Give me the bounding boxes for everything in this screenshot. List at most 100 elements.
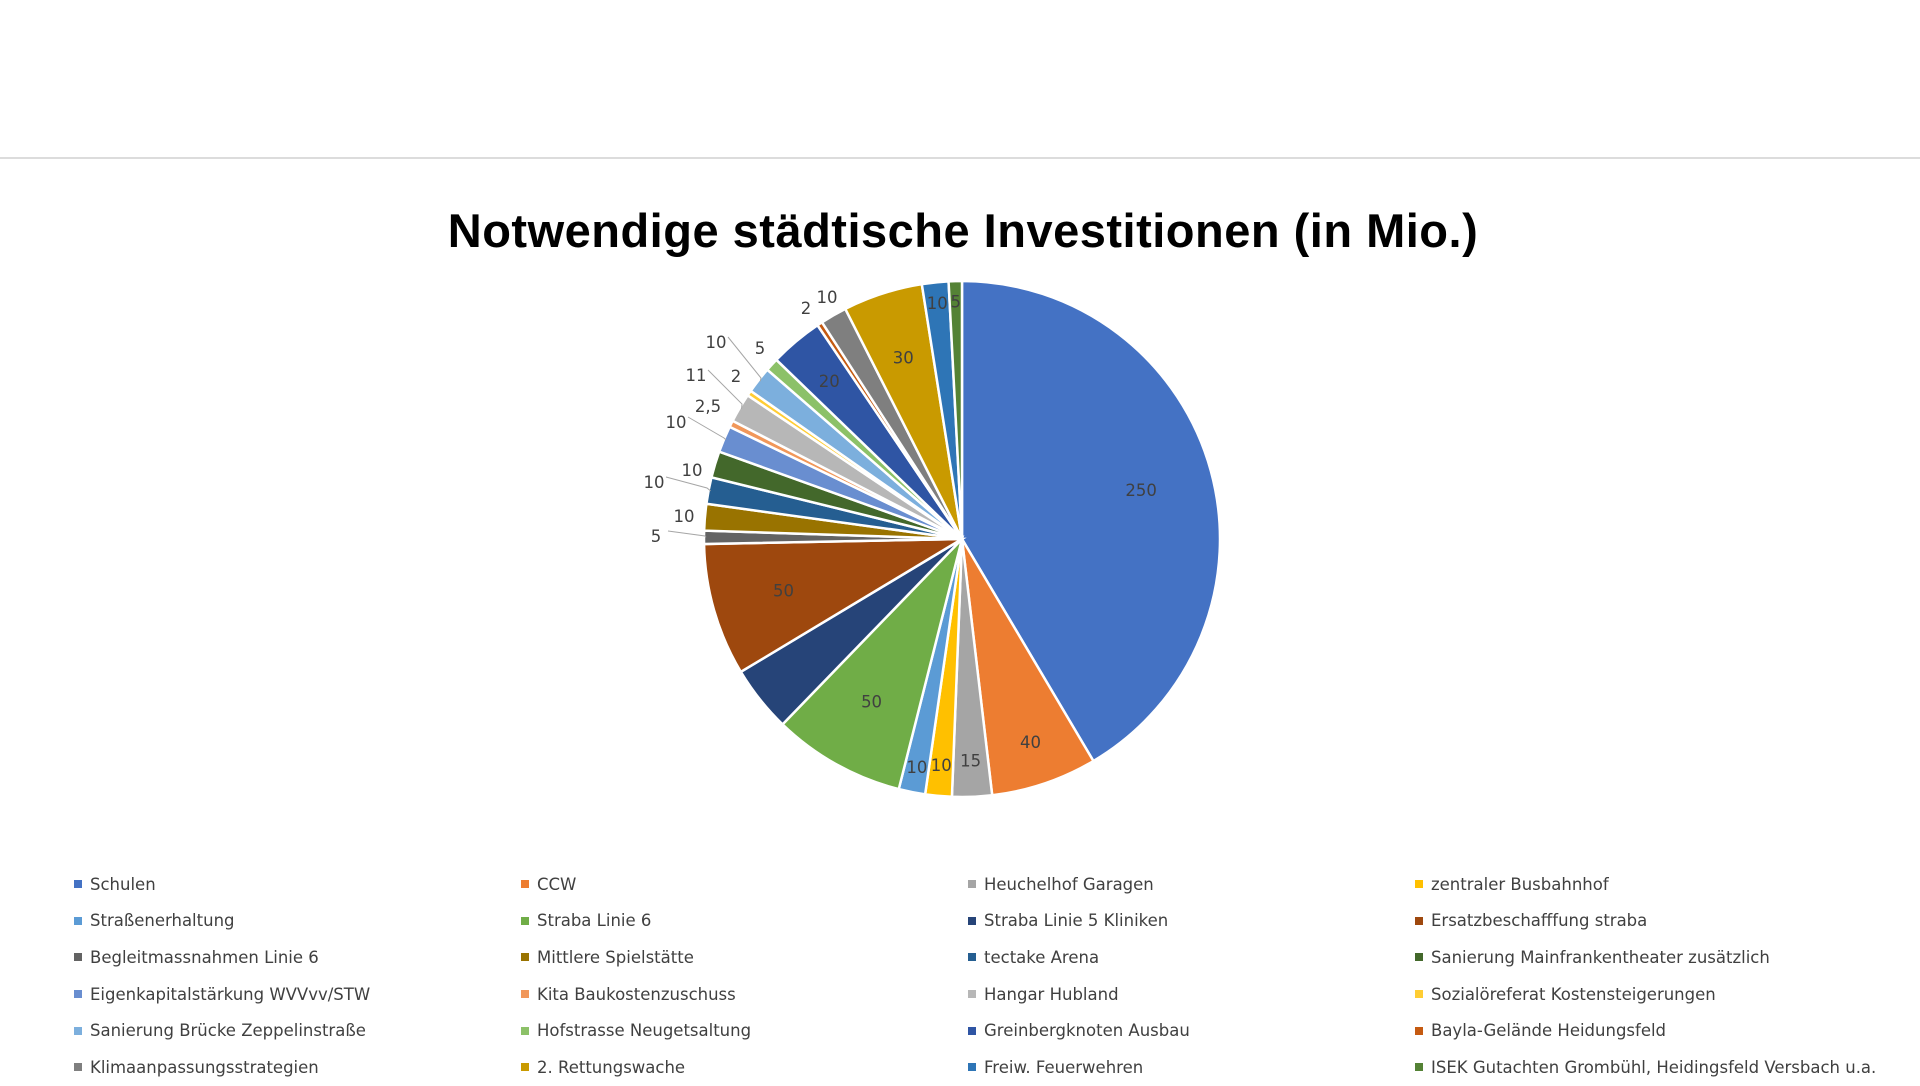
header-divider — [0, 157, 1920, 159]
slice-value-label: 11 — [686, 366, 707, 385]
slice-value-label: 5 — [755, 339, 766, 358]
slice-value-label: 10 — [927, 294, 948, 313]
slice-value-label: 20 — [819, 372, 840, 391]
legend-swatch — [521, 880, 529, 889]
legend-item: 2. Rettungswache — [521, 1049, 968, 1086]
slice-value-label: 40 — [1020, 733, 1041, 752]
legend-label: 2. Rettungswache — [537, 1057, 686, 1077]
slice-value-label: 10 — [931, 756, 952, 775]
legend-label: Schulen — [90, 874, 156, 894]
legend-item: Straba Linie 6 — [521, 903, 968, 940]
legend-item: Sozialöreferat Kostensteigerungen — [1415, 976, 1894, 1013]
legend-item: ISEK Gutachten Grombühl, Heidingsfeld Ve… — [1415, 1049, 1894, 1086]
legend-label: Mittlere Spielstätte — [537, 947, 694, 967]
legend-swatch — [968, 953, 976, 962]
legend-label: Heuchelhof Garagen — [984, 874, 1154, 894]
slice-value-label: 50 — [861, 692, 882, 711]
slice-value-label: 5 — [651, 527, 662, 546]
slice-value-label: 10 — [817, 288, 838, 307]
header-band — [0, 0, 1920, 158]
legend-item: Mittlere Spielstätte — [521, 939, 968, 976]
legend-label: Klimaanpassungsstrategien — [90, 1057, 319, 1077]
chart-title: Notwendige städtische Investitionen (in … — [447, 204, 1479, 257]
slice-value-label: 2 — [731, 367, 742, 386]
legend-item: Eigenkapitalstärkung WVVvv/STW — [74, 976, 521, 1013]
slice-value-label: 10 — [682, 461, 703, 480]
legend-label: Bayla-Gelände Heidungsfeld — [1431, 1021, 1667, 1041]
legend-label: Hangar Hubland — [984, 984, 1119, 1004]
legend-swatch — [968, 1026, 976, 1035]
legend-swatch — [1415, 916, 1423, 925]
legend-item: Freiw. Feuerwehren — [968, 1049, 1415, 1086]
legend-label: Freiw. Feuerwehren — [984, 1057, 1144, 1077]
pie-slice — [780, 534, 965, 791]
legend-swatch — [1415, 990, 1423, 999]
slice-value-label: 2 — [801, 299, 812, 318]
legend-swatch — [968, 1063, 976, 1072]
legend-item: Straßenerhaltung — [74, 903, 521, 940]
legend-item: Bayla-Gelände Heidungsfeld — [1415, 1012, 1894, 1049]
legend-label: zentraler Busbahnhof — [1431, 874, 1609, 894]
legend-label: Sanierung Mainfrankentheater zusätzlich — [1431, 947, 1770, 967]
slice-value-label: 10 — [674, 507, 695, 526]
legend-swatch — [968, 916, 976, 925]
legend-swatch — [968, 880, 976, 889]
legend-item: zentraler Busbahnhof — [1415, 866, 1894, 903]
legend-swatch — [1415, 1063, 1423, 1072]
leader-line — [707, 369, 743, 409]
legend-label: Sanierung Brücke Zeppelinstraße — [90, 1021, 366, 1041]
slice-value-label: 2,5 — [695, 397, 721, 416]
legend-label: ISEK Gutachten Grombühl, Heidingsfeld Ve… — [1431, 1057, 1877, 1077]
slice-value-label: 30 — [893, 348, 914, 367]
legend-label: Straßenerhaltung — [90, 911, 235, 931]
legend-item: Heuchelhof Garagen — [968, 866, 1415, 903]
leader-line — [667, 530, 707, 538]
legend-item: Hofstrasse Neugetsaltung — [521, 1012, 968, 1049]
slice-value-label: 50 — [773, 581, 794, 600]
legend-item: Begleitmassnahmen Linie 6 — [74, 939, 521, 976]
legend-item: Straba Linie 5 Kliniken — [968, 903, 1415, 940]
slice-value-label: 10 — [906, 758, 927, 777]
slice-value-label: 250 — [1125, 481, 1157, 500]
legend-label: CCW — [537, 874, 577, 894]
pie-slice — [960, 538, 1096, 797]
legend-swatch — [74, 990, 82, 999]
pie-slice — [947, 279, 964, 540]
slice-value-label: 10 — [644, 473, 665, 492]
legend-label: Begleitmassnahmen Linie 6 — [90, 947, 319, 967]
legend-label: Eigenkapitalstärkung WVVvv/STW — [90, 984, 371, 1004]
legend-swatch — [521, 1063, 529, 1072]
legend-swatch — [1415, 953, 1423, 962]
legend-item: Schulen — [74, 866, 521, 903]
legend-item: Kita Baukostenzuschuss — [521, 976, 968, 1013]
legend-item: Ersatzbeschafffung straba — [1415, 903, 1894, 940]
legend-swatch — [74, 1063, 82, 1072]
legend-swatch — [74, 1026, 82, 1035]
slice-value-label: 10 — [706, 333, 727, 352]
legend-item: tectake Arena — [968, 939, 1415, 976]
chart-legend: Schulen CCW Heuchelhof Garagen zentraler Bu… — [74, 866, 1894, 1077]
legend-label: Sozialöreferat Kostensteigerungen — [1431, 984, 1716, 1004]
slice-value-label: 15 — [960, 752, 981, 771]
legend-swatch — [521, 916, 529, 925]
legend-item: Hangar Hubland — [968, 976, 1415, 1013]
legend-swatch — [521, 990, 529, 999]
legend-label: Greinbergknoten Ausbau — [984, 1021, 1190, 1041]
legend-item: Sanierung Brücke Zeppelinstraße — [74, 1012, 521, 1049]
legend-item: Klimaanpassungsstrategien — [74, 1049, 521, 1086]
legend-item: Sanierung Mainfrankentheater zusätzlich — [1415, 939, 1894, 976]
legend-swatch — [74, 880, 82, 889]
slice-value-label: 5 — [951, 293, 962, 312]
leader-line — [727, 336, 762, 382]
legend-label: Ersatzbeschafffung straba — [1431, 911, 1648, 931]
legend-swatch — [521, 953, 529, 962]
legend-item: CCW — [521, 866, 968, 903]
slice-value-label: 10 — [666, 413, 687, 432]
pie-slice — [960, 279, 1222, 763]
legend-swatch — [74, 916, 82, 925]
legend-label: tectake Arena — [984, 947, 1100, 967]
legend-item: Greinbergknoten Ausbau — [968, 1012, 1415, 1049]
legend-label: Straba Linie 5 Kliniken — [984, 911, 1169, 931]
legend-swatch — [1415, 880, 1423, 889]
